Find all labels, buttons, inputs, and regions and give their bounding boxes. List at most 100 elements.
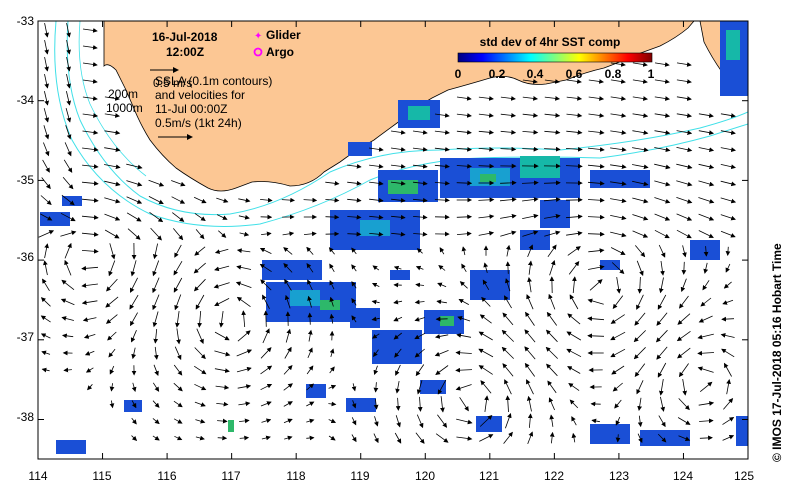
velocity-arrow — [415, 282, 425, 288]
velocity-arrow — [325, 197, 340, 203]
velocity-arrow — [283, 401, 293, 407]
velocity-arrow — [85, 367, 94, 373]
velocity-arrow — [149, 211, 164, 223]
velocity-arrow — [725, 246, 731, 256]
velocity-arrow — [215, 384, 230, 390]
velocity-arrow — [43, 108, 50, 123]
velocity-arrow — [66, 23, 71, 38]
y-axis-labels: -33 -34 -35 -36 -37 -38 — [17, 14, 35, 424]
velocity-arrow — [588, 113, 605, 118]
velocity-arrow — [654, 147, 671, 153]
velocity-arrow — [478, 214, 495, 219]
velocity-arrow — [522, 96, 538, 101]
velocity-arrow — [480, 380, 492, 394]
velocity-arrow — [502, 363, 514, 377]
colorbar-tick: 0 — [455, 67, 462, 81]
velocity-arrow — [725, 263, 731, 273]
velocity-arrow — [676, 213, 693, 221]
velocity-arrow — [325, 180, 340, 186]
velocity-arrow — [682, 245, 687, 258]
velocity-arrow — [479, 414, 493, 427]
velocity-arrow — [478, 146, 495, 152]
velocity-arrow — [214, 248, 229, 254]
velocity-arrow — [655, 329, 668, 343]
velocity-arrow — [373, 365, 379, 376]
velocity-arrow — [478, 197, 495, 203]
velocity-arrow — [632, 130, 649, 135]
velocity-arrow — [698, 401, 715, 406]
velocity-arrow — [395, 381, 400, 394]
velocity-arrow — [632, 197, 649, 204]
velocity-arrow — [458, 299, 469, 305]
velocity-arrow — [87, 384, 93, 391]
x-tick-label: 119 — [350, 469, 369, 483]
velocity-arrow — [216, 197, 229, 203]
velocity-arrow — [282, 231, 295, 237]
velocity-arrow — [303, 231, 317, 237]
velocity-arrow — [610, 348, 626, 358]
velocity-arrow — [152, 277, 160, 294]
velocity-arrow — [235, 281, 252, 288]
velocity-arrow — [393, 299, 403, 305]
velocity-arrow — [351, 383, 357, 392]
colorbar-tick: 0.6 — [566, 67, 583, 81]
velocity-arrow — [658, 244, 666, 258]
velocity-arrow — [637, 397, 643, 411]
velocity-arrow — [81, 283, 98, 288]
velocity-arrow — [193, 278, 206, 292]
velocity-arrow — [193, 365, 207, 375]
velocity-arrow — [632, 62, 648, 67]
velocity-arrow — [461, 263, 467, 273]
velocity-arrow — [82, 147, 99, 152]
velocity-arrow — [614, 399, 622, 409]
velocity-arrow — [66, 74, 71, 89]
velocity-arrow — [104, 229, 120, 239]
velocity-arrow — [720, 230, 736, 238]
velocity-arrow — [130, 312, 138, 327]
velocity-arrow — [505, 412, 512, 429]
velocity-arrow — [502, 312, 514, 326]
velocity-arrow — [238, 198, 251, 203]
velocity-arrow — [698, 113, 714, 118]
velocity-arrow — [81, 232, 99, 237]
velocity-arrow — [610, 96, 627, 101]
velocity-arrow — [237, 330, 251, 342]
velocity-arrow — [654, 130, 671, 135]
y-tick-label: -36 — [17, 250, 35, 264]
velocity-arrow — [610, 147, 627, 152]
velocity-arrow — [105, 296, 119, 308]
credit-label: © IMOS 17-Jul-2018 05:16 Hobart Time — [770, 243, 784, 462]
velocity-arrow — [654, 113, 671, 118]
velocity-arrow — [351, 400, 357, 409]
velocity-arrow — [676, 330, 691, 342]
velocity-arrow — [372, 333, 380, 339]
velocity-arrow — [412, 197, 428, 203]
drifter-scale-label: 0.5m/s (1kt 24h) — [155, 116, 242, 130]
velocity-arrow — [262, 328, 270, 344]
velocity-arrow — [547, 244, 557, 258]
velocity-arrow — [722, 416, 735, 425]
velocity-arrow — [393, 316, 403, 322]
velocity-arrow — [150, 227, 162, 241]
velocity-arrow — [567, 366, 581, 374]
velocity-arrow — [214, 331, 230, 341]
velocity-arrow — [152, 260, 160, 277]
velocity-arrow — [587, 197, 605, 203]
velocity-arrow — [676, 163, 693, 170]
velocity-arrow — [636, 294, 644, 310]
velocity-arrow — [654, 163, 671, 170]
velocity-arrow — [66, 91, 72, 106]
velocity-arrow — [437, 282, 447, 288]
velocity-arrow — [524, 346, 536, 360]
map-header: 16-Jul-2018 12:00Z ✦ Glider Argo 0.5 m/s… — [106, 28, 301, 140]
velocity-arrow — [678, 435, 691, 441]
velocity-arrow — [587, 231, 605, 237]
velocity-arrow — [84, 350, 95, 356]
velocity-arrow — [637, 276, 643, 294]
velocity-arrow — [371, 299, 380, 305]
glider-legend-label: Glider — [266, 28, 301, 42]
velocity-arrow — [461, 246, 467, 256]
velocity-arrow — [82, 96, 98, 101]
velocity-arrow — [369, 164, 384, 169]
